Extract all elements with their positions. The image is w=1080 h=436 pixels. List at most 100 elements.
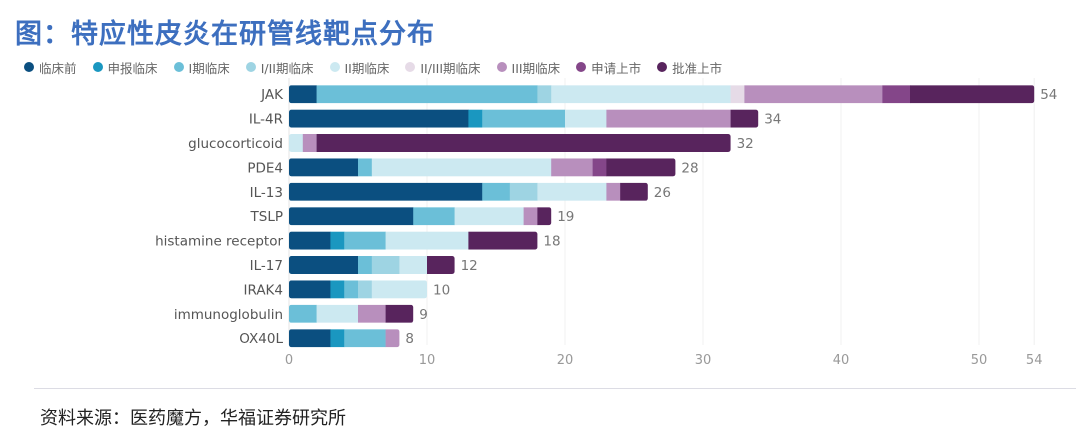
bar-segment[interactable] bbox=[289, 231, 331, 250]
legend-swatch-icon bbox=[24, 62, 34, 72]
bar-segment[interactable] bbox=[289, 182, 483, 201]
bar-segment[interactable] bbox=[468, 231, 538, 250]
bar-segment[interactable] bbox=[371, 158, 552, 177]
data-label: 12 bbox=[461, 258, 478, 274]
bar-segment[interactable] bbox=[606, 109, 731, 128]
bar-segment[interactable] bbox=[385, 304, 414, 323]
bar-segment[interactable] bbox=[551, 158, 593, 177]
data-label: 54 bbox=[1040, 87, 1057, 103]
legend-label: I/II期临床 bbox=[260, 60, 314, 76]
legend-label: I期临床 bbox=[188, 60, 230, 76]
bar-segment[interactable] bbox=[592, 158, 607, 177]
bar-segment[interactable] bbox=[385, 231, 469, 250]
legend-label: 临床前 bbox=[39, 60, 77, 76]
bar-segment[interactable] bbox=[289, 207, 414, 226]
data-label: 9 bbox=[419, 307, 428, 323]
bar-segment[interactable] bbox=[620, 182, 648, 201]
chart-title: 图：特应性皮炎在研管线靶点分布 bbox=[15, 19, 435, 50]
bar-stack bbox=[289, 304, 414, 323]
bar-segment[interactable] bbox=[289, 109, 469, 128]
bar-segment[interactable] bbox=[316, 85, 538, 104]
legend-swatch-icon bbox=[405, 62, 416, 72]
bar-stack bbox=[289, 231, 538, 250]
category-label: histamine receptor bbox=[155, 234, 283, 250]
bar-segment[interactable] bbox=[358, 158, 373, 177]
bar-segment[interactable] bbox=[537, 182, 607, 201]
bar-segment[interactable] bbox=[344, 231, 386, 250]
category-label: TSLP bbox=[250, 209, 283, 225]
bar-segment[interactable] bbox=[523, 207, 538, 226]
x-tick-label: 0 bbox=[285, 353, 293, 368]
bar-segment[interactable] bbox=[316, 304, 359, 323]
bar-segment[interactable] bbox=[744, 85, 883, 104]
bar-segment[interactable] bbox=[468, 109, 483, 128]
category-label: immunoglobulin bbox=[174, 307, 283, 323]
bar-segment[interactable] bbox=[399, 256, 428, 274]
bar-segment[interactable] bbox=[289, 280, 331, 299]
legend-item[interactable]: I/II期临床 bbox=[245, 58, 314, 77]
x-tick-label: 30 bbox=[695, 353, 712, 368]
bar-segment[interactable] bbox=[385, 329, 400, 348]
bar-stack bbox=[289, 134, 731, 152]
bar-segment[interactable] bbox=[358, 280, 373, 299]
bar-segment[interactable] bbox=[289, 158, 359, 177]
legend-item[interactable]: 申请上市 bbox=[576, 58, 641, 77]
legend-item[interactable]: II期临床 bbox=[329, 58, 389, 77]
bar-segment[interactable] bbox=[454, 207, 524, 226]
bar-segment[interactable] bbox=[289, 85, 317, 104]
bar-segment[interactable] bbox=[606, 182, 621, 201]
bar-segment[interactable] bbox=[344, 329, 386, 348]
category-label: PDE4 bbox=[247, 160, 283, 176]
bar-segment[interactable] bbox=[413, 207, 455, 226]
legend-swatch-icon bbox=[496, 62, 507, 72]
legend-item[interactable]: 批准上市 bbox=[657, 58, 722, 77]
bar-segment[interactable] bbox=[730, 109, 759, 128]
x-tick-label: 54 bbox=[1026, 353, 1043, 368]
bar-segment[interactable] bbox=[606, 158, 676, 177]
bar-segment[interactable] bbox=[565, 109, 607, 128]
bar-segment[interactable] bbox=[358, 304, 386, 323]
category-label: JAK bbox=[260, 87, 284, 103]
bar-segment[interactable] bbox=[289, 134, 304, 152]
x-tick-label: 20 bbox=[557, 353, 574, 368]
bar-segment[interactable] bbox=[371, 256, 400, 274]
category-label: glucocorticoid bbox=[188, 136, 283, 152]
legend-item[interactable]: III期临床 bbox=[496, 58, 560, 77]
legend: 临床前 申报临床 I期临床 I/II期临床 II期临床 II/III期临床 III期临床 申请… bbox=[24, 58, 738, 76]
bar-segment[interactable] bbox=[289, 329, 331, 348]
bar-segment[interactable] bbox=[330, 231, 345, 250]
legend-item[interactable]: II/III期临床 bbox=[405, 58, 481, 77]
legend-swatch-icon bbox=[92, 62, 103, 72]
divider bbox=[34, 388, 1076, 389]
bar-segment[interactable] bbox=[358, 256, 373, 274]
legend-label: 批准上市 bbox=[672, 60, 723, 76]
bar-segment[interactable] bbox=[537, 207, 552, 226]
bar-segment[interactable] bbox=[344, 280, 359, 299]
legend-label: II/III期临床 bbox=[420, 60, 481, 76]
bar-segment[interactable] bbox=[302, 134, 317, 152]
bar-segment[interactable] bbox=[289, 304, 317, 323]
bar-segment[interactable] bbox=[551, 85, 731, 104]
bar-segment[interactable] bbox=[289, 256, 359, 274]
data-label: 32 bbox=[737, 136, 754, 152]
data-label: 18 bbox=[543, 234, 560, 250]
bar-segment[interactable] bbox=[730, 85, 745, 104]
chart: 0 10 20 30 40 50 54 JAK 54 IL-4R 34 glucocorticoid 3… bbox=[155, 78, 1057, 368]
bar-segment[interactable] bbox=[537, 85, 552, 104]
bar-segment[interactable] bbox=[482, 182, 511, 201]
bar-segment[interactable] bbox=[330, 329, 345, 348]
bar-segment[interactable] bbox=[371, 280, 428, 299]
legend-item[interactable]: I期临床 bbox=[173, 58, 230, 77]
bar-segment[interactable] bbox=[882, 85, 911, 104]
data-label: 19 bbox=[557, 209, 574, 225]
bar-segment[interactable] bbox=[316, 134, 731, 152]
bar-segment[interactable] bbox=[427, 256, 455, 274]
legend-item[interactable]: 申报临床 bbox=[92, 58, 158, 77]
bar-segment[interactable] bbox=[910, 85, 1035, 104]
bar-segment[interactable] bbox=[509, 182, 538, 201]
legend-item[interactable]: 临床前 bbox=[24, 58, 77, 77]
bar-segment[interactable] bbox=[482, 109, 566, 128]
bar-segment[interactable] bbox=[330, 280, 345, 299]
category-label: IL-13 bbox=[250, 185, 283, 201]
legend-label: 申请上市 bbox=[591, 60, 642, 76]
